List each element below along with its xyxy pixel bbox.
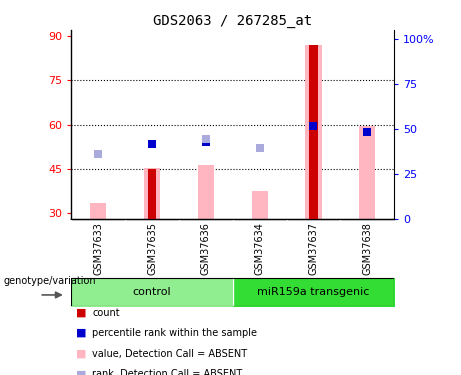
Text: GSM37637: GSM37637: [308, 222, 319, 275]
Point: [256, 146, 263, 152]
Bar: [309, 45, 318, 219]
Point: [202, 136, 210, 142]
Point: [364, 129, 371, 135]
Text: value, Detection Call = ABSENT: value, Detection Call = ABSENT: [92, 349, 247, 359]
Bar: [305, 45, 321, 219]
Text: GSM37635: GSM37635: [147, 222, 157, 275]
Text: count: count: [92, 308, 120, 318]
Bar: [90, 203, 106, 219]
Text: GSM37633: GSM37633: [93, 222, 103, 275]
Text: GSM37634: GSM37634: [254, 222, 265, 275]
Title: GDS2063 / 267285_at: GDS2063 / 267285_at: [153, 13, 313, 28]
Text: percentile rank within the sample: percentile rank within the sample: [92, 328, 257, 338]
Point: [310, 123, 317, 129]
Point: [148, 141, 156, 147]
Bar: [359, 126, 375, 219]
Text: GSM37636: GSM37636: [201, 222, 211, 275]
Text: GSM37638: GSM37638: [362, 222, 372, 275]
Text: genotype/variation: genotype/variation: [4, 276, 96, 286]
Text: rank, Detection Call = ABSENT: rank, Detection Call = ABSENT: [92, 369, 242, 375]
Bar: [144, 168, 160, 219]
Point: [95, 151, 102, 157]
Bar: [198, 165, 214, 219]
Text: ■: ■: [76, 369, 87, 375]
Point: [202, 140, 210, 146]
Text: control: control: [133, 286, 171, 297]
Text: ■: ■: [76, 328, 87, 338]
Bar: [252, 191, 268, 219]
Bar: [148, 169, 156, 219]
Text: ■: ■: [76, 308, 87, 318]
Text: ■: ■: [76, 349, 87, 359]
Text: miR159a transgenic: miR159a transgenic: [257, 286, 370, 297]
